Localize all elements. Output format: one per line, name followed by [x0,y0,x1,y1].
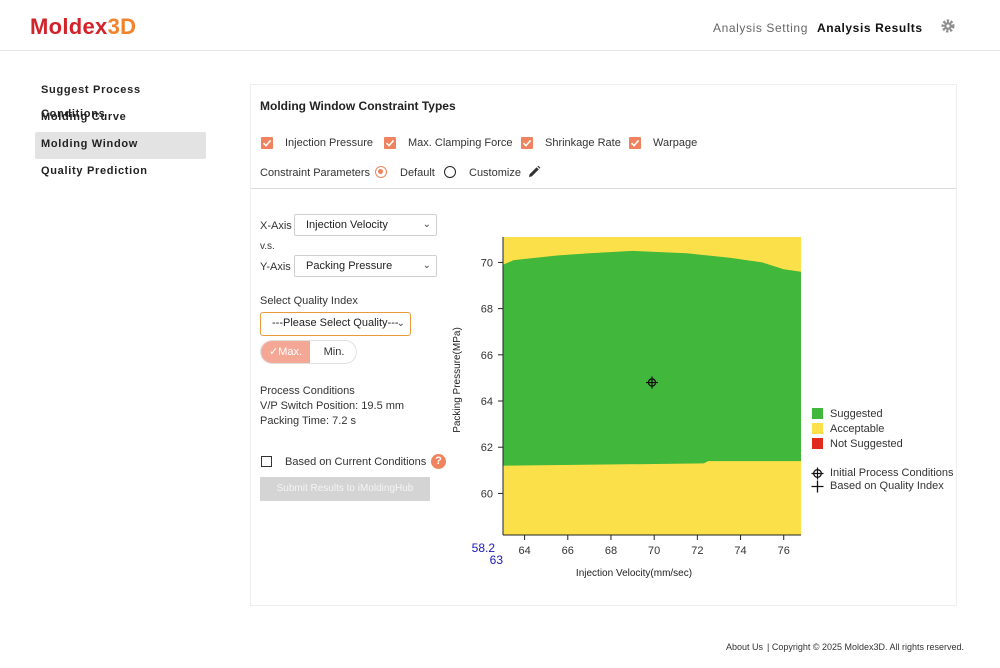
y-axis-title: Packing Pressure(MPa) [452,327,463,433]
x-tick-label: 68 [605,545,617,557]
select-quality-index-label: Select Quality Index [260,295,358,307]
legend-not-suggested-swatch [812,438,823,449]
injection-pressure-label: Injection Pressure [285,137,374,149]
x-axis-min-label: 63 [490,553,504,567]
nav-analysis-results[interactable]: Analysis Results [817,21,923,35]
y-axis-label: Y-Axis [260,261,291,273]
x-axis-select-value: Injection Velocity [306,219,388,231]
chevron-down-icon: ⌄ [422,260,431,271]
panel-title: Molding Window Constraint Types [260,99,456,113]
moldex3d-logo[interactable]: Moldex3D [30,14,136,40]
packing-time: Packing Time: 7.2 s [260,415,356,427]
submit-results-button[interactable]: Submit Results to iMoldingHub [260,477,430,501]
y-tick-label: 70 [481,257,493,269]
sidebar-item-molding-curve[interactable]: Molding Curve [41,111,127,123]
default-label: Default [400,167,435,179]
chevron-down-icon: ⌄ [396,318,405,329]
chevron-down-icon: ⌄ [422,219,431,230]
based-on-current-conditions-label: Based on Current Conditions [285,456,427,468]
help-icon[interactable]: ? [431,454,446,469]
legend-not-suggested-label: Not Suggested [830,438,903,450]
vs-label: v.s. [260,241,275,252]
x-tick-label: 64 [518,545,530,557]
about-us-link[interactable]: About Us [726,642,764,652]
max-clamping-force-label: Max. Clamping Force [408,137,513,149]
axes-layer: 64 66 68 70 72 74 76 60 62 64 66 68 70 [481,237,801,557]
sidebar-item-suggest-process-conditions[interactable]: Suggest Process Conditions [41,84,141,120]
sidebar-item-molding-window[interactable]: Molding Window [35,132,206,159]
molding-window-chart: 64 66 68 70 72 74 76 60 62 64 66 68 70 Injection Vel… [452,237,801,579]
default-radio[interactable] [375,166,387,178]
x-tick-label: 72 [691,545,703,557]
check-icon: ✓ [268,346,279,358]
copyright-text: | Copyright © 2025 Moldex3D. All rights … [767,642,965,652]
nav-analysis-setting[interactable]: Analysis Setting [713,21,808,35]
max-label: Max. [278,346,303,358]
process-conditions-title: Process Conditions [260,385,355,397]
warpage-label: Warpage [653,137,698,149]
gear-icon[interactable] [940,18,956,34]
y-tick-label: 64 [481,396,493,408]
pencil-icon[interactable] [527,165,541,179]
x-tick-label: 70 [648,545,660,557]
suggested-region [503,250,801,466]
x-axis-title: Injection Velocity(mm/sec) [576,568,692,579]
max-min-toggle: ✓Max. Min. [260,340,357,364]
y-tick-label: 68 [481,304,493,316]
logo-3d-text: 3D [107,14,137,39]
panel-divider [251,188,956,189]
based-on-current-conditions-checkbox[interactable] [261,456,272,467]
max-clamping-force-checkbox[interactable] [384,137,396,149]
constraint-parameters-label: Constraint Parameters [260,167,371,179]
customize-label: Customize [469,167,521,179]
sidebar: Suggest Process Conditions Molding Curve… [35,78,206,186]
injection-pressure-checkbox[interactable] [261,137,273,149]
min-toggle-button[interactable]: Min. [323,346,345,358]
x-axis-select[interactable]: Injection Velocity ⌄ [294,214,437,236]
logo-text: Moldex [30,14,108,39]
sidebar-item-quality-prediction[interactable]: Quality Prediction [41,165,148,177]
legend-suggested-label: Suggested [830,408,883,420]
x-axis-label: X-Axis [260,220,292,232]
y-axis-min-label: 58.2 [472,541,496,555]
x-tick-label: 66 [562,545,574,557]
legend-suggested-swatch [812,408,823,419]
quality-index-select-value: ---Please Select Quality--- [272,317,399,329]
molding-window-panel: Molding Window Constraint Types Injectio… [250,84,957,606]
vp-switch-position: V/P Switch Position: 19.5 mm [260,400,405,412]
legend-acceptable-label: Acceptable [830,423,885,435]
legend-initial-process-conditions-label: Initial Process Conditions [830,467,954,479]
legend-based-on-quality-index-label: Based on Quality Index [830,480,944,492]
shrinkage-rate-checkbox[interactable] [521,137,533,149]
y-axis-select-value: Packing Pressure [306,260,393,272]
shrinkage-rate-label: Shrinkage Rate [545,137,621,149]
y-tick-label: 62 [481,442,493,454]
customize-radio[interactable] [444,166,456,178]
quality-index-select[interactable]: ---Please Select Quality--- ⌄ [260,312,411,336]
crosshair-circle-icon [811,467,824,480]
y-tick-label: 66 [481,350,493,362]
plus-icon [811,480,824,493]
top-header: Moldex3D Analysis Setting Analysis Resul… [0,0,1000,51]
warpage-checkbox[interactable] [629,137,641,149]
y-axis-select[interactable]: Packing Pressure ⌄ [294,255,437,277]
legend-acceptable-swatch [812,423,823,434]
initial-process-conditions-marker [646,376,658,389]
x-tick-label: 74 [734,545,746,557]
max-toggle-button[interactable]: ✓Max. [261,341,310,363]
x-tick-label: 76 [778,545,790,557]
y-tick-label: 60 [481,488,493,500]
